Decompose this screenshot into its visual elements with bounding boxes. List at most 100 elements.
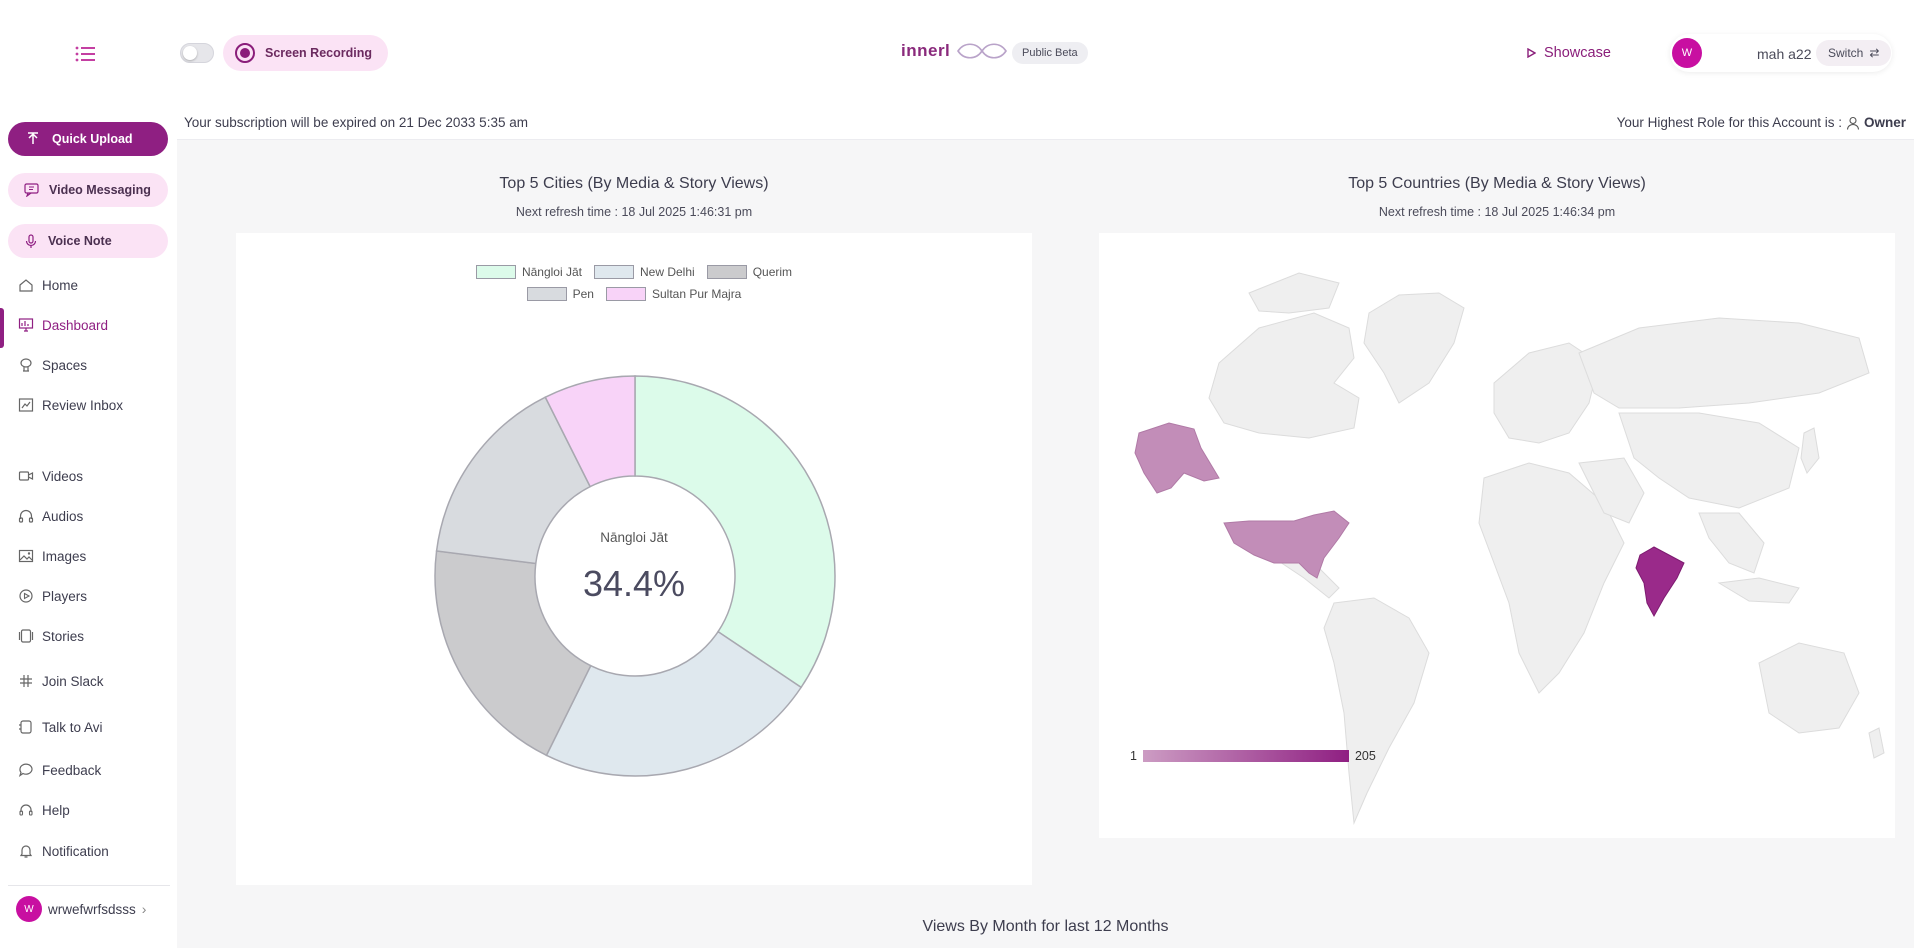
video-messaging-label: Video Messaging [49, 183, 151, 197]
public-beta-badge: Public Beta [1012, 42, 1088, 64]
account-name: wrwefwrfsdsss [48, 901, 136, 917]
map-country-india [1635, 546, 1685, 618]
sidebar-item-label: Audios [42, 508, 84, 524]
sidebar-item-images[interactable]: Images [18, 548, 86, 564]
sidebar-item-home[interactable]: Home [18, 277, 78, 293]
role-value: Owner [1863, 115, 1906, 130]
sidebar-item-label: Talk to Avi [42, 719, 103, 735]
sidebar-item-talk-to-avi[interactable]: Talk to Avi [18, 719, 103, 735]
sidebar-item-label: Help [42, 802, 70, 818]
donut-center-label: Nāngloi Jāt [600, 530, 668, 545]
active-indicator [0, 308, 4, 348]
donut-slice-pen[interactable] [435, 396, 592, 565]
sidebar-item-notification[interactable]: Notification [18, 843, 109, 859]
sidebar-item-dashboard[interactable]: Dashboard [18, 317, 108, 333]
player-icon [19, 589, 33, 603]
theme-toggle[interactable] [180, 43, 214, 63]
play-icon [1527, 48, 1536, 58]
sidebar-item-videos[interactable]: Videos [18, 468, 83, 484]
screen-recording-label: Screen Recording [265, 46, 372, 60]
map-south-america [1323, 597, 1430, 825]
home-icon [19, 279, 33, 292]
account-avatar: W [16, 896, 42, 922]
role-info: Your Highest Role for this Account is : … [1617, 115, 1906, 130]
voice-note-button[interactable]: Voice Note [8, 224, 168, 258]
showcase-link[interactable]: Showcase [1527, 45, 1611, 61]
sidebar: Quick Upload Video Messaging Voice Note … [0, 106, 177, 948]
chart-legend-row: Nāngloi Jāt New Delhi Querim [236, 265, 1032, 284]
video-messaging-button[interactable]: Video Messaging [8, 173, 168, 207]
microphone-icon [25, 233, 37, 248]
upload-icon [28, 132, 38, 144]
sidebar-item-audios[interactable]: Audios [18, 508, 83, 524]
cities-refresh-time: Next refresh time : 18 Jul 2025 1:46:31 … [515, 205, 753, 219]
legend-label: Pen [572, 287, 594, 301]
map-russia [1578, 317, 1870, 409]
map-arctic-islands [1248, 272, 1340, 314]
sidebar-item-feedback[interactable]: Feedback [18, 762, 101, 778]
chat-icon [19, 720, 32, 734]
map-europe [1493, 342, 1600, 444]
stories-icon [18, 629, 34, 643]
sidebar-item-help[interactable]: Help [18, 802, 70, 818]
chevron-right-icon: › [141, 901, 147, 917]
map-country-greenland [1363, 292, 1465, 404]
map-southeast-asia [1698, 512, 1765, 574]
video-message-icon [24, 183, 39, 197]
monthly-views-title: Views By Month for last 12 Months [922, 918, 1169, 935]
image-icon [18, 549, 34, 563]
switch-label: Switch [1828, 46, 1864, 60]
slack-icon [20, 675, 32, 687]
legend-label: Sultan Pur Majra [651, 287, 742, 301]
menu-toggle-icon[interactable] [74, 44, 100, 64]
map-country-alaska [1134, 422, 1220, 494]
help-icon [19, 804, 33, 816]
sidebar-item-join-slack[interactable]: Join Slack [18, 673, 104, 689]
legend-item[interactable]: Nāngloi Jāt [475, 265, 582, 279]
legend-item[interactable]: Sultan Pur Majra [605, 287, 742, 301]
legend-swatch [706, 265, 747, 279]
app-logo[interactable]: innerl p [901, 40, 1025, 62]
sidebar-item-stories[interactable]: Stories [18, 628, 84, 644]
switch-account-button[interactable]: Switch ⇄ [1816, 40, 1892, 66]
quick-upload-button[interactable]: Quick Upload [8, 122, 168, 156]
chart-legend-row: Pen Sultan Pur Majra [236, 287, 1032, 306]
top-header: Screen Recording innerl p Public Beta Sh… [0, 0, 1914, 106]
record-icon [235, 43, 255, 63]
sidebar-item-spaces[interactable]: Spaces [18, 357, 87, 373]
logo-text-left: innerl [901, 41, 951, 60]
map-country-usa [1223, 510, 1350, 579]
sidebar-item-players[interactable]: Players [18, 588, 87, 604]
sidebar-item-label: Home [42, 277, 79, 293]
legend-item[interactable]: New Delhi [594, 265, 695, 279]
map-country-canada [1208, 312, 1360, 439]
headphones-icon [18, 509, 34, 523]
legend-item[interactable]: Pen [526, 287, 594, 301]
donut-slice-sultan-pur-majra[interactable] [544, 375, 636, 488]
sidebar-item-review-inbox[interactable]: Review Inbox [18, 397, 123, 413]
map-africa [1478, 462, 1625, 694]
showcase-label: Showcase [1544, 45, 1611, 61]
world-map [1134, 272, 1885, 825]
legend-swatch [526, 287, 567, 301]
avatar[interactable]: W [1672, 38, 1702, 68]
donut-slice-new-delhi[interactable] [545, 630, 803, 777]
map-color-scale: 1 205 [1130, 749, 1376, 763]
sidebar-item-label: Spaces [42, 357, 88, 373]
donut-slice-querim[interactable] [434, 550, 592, 757]
user-name: mah a22 [1757, 46, 1812, 62]
map-middle-east [1578, 457, 1645, 524]
account-switcher[interactable]: W wrwefwrfsdsss › [16, 896, 146, 922]
cities-chart-title: Top 5 Cities (By Media & Story Views) [499, 175, 769, 192]
screen-recording-button[interactable]: Screen Recording [223, 35, 388, 71]
sidebar-item-label: Review Inbox [42, 397, 124, 413]
quick-upload-label: Quick Upload [52, 132, 133, 146]
legend-item[interactable]: Querim [706, 265, 792, 279]
donut-slice-n-ngloi-j-t[interactable] [634, 375, 836, 689]
user-icon [1846, 116, 1860, 130]
subscription-bar: Your subscription will be expired on 21 … [177, 106, 1914, 140]
map-japan [1800, 427, 1820, 474]
countries-map-card [1099, 233, 1895, 838]
cities-chart-card: Nāngloi Jāt New Delhi Querim Pen Sultan Pur… [236, 233, 1032, 885]
donut-center-value: 34.4% [582, 563, 686, 604]
